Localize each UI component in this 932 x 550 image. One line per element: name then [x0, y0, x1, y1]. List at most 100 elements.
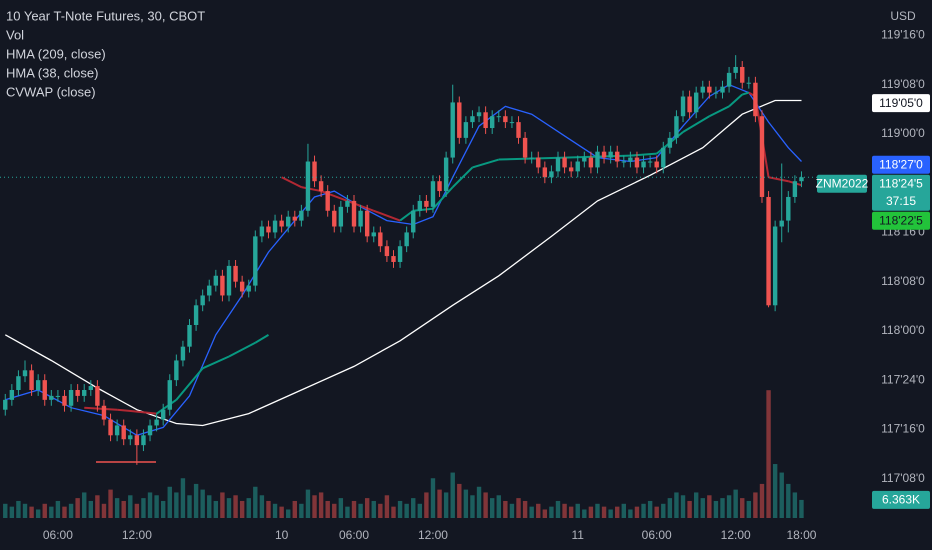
candle-body	[457, 102, 462, 138]
price-label-box	[872, 94, 930, 113]
candle-body	[772, 226, 778, 306]
price-label: 118'27'0	[879, 157, 923, 171]
candle-body	[147, 425, 153, 436]
candle-body	[286, 216, 291, 227]
candle-body	[345, 200, 350, 207]
volume-bar	[29, 506, 34, 518]
indicator-segment	[117, 408, 157, 415]
candle-body	[364, 210, 370, 237]
volume-bar	[489, 498, 495, 518]
y-tick-label: 119'16'0	[881, 28, 925, 42]
volume-label: 6.363K	[882, 493, 920, 507]
volume-bar	[753, 492, 758, 518]
volume-bar	[358, 503, 363, 518]
indicator-segment	[741, 91, 750, 96]
volume-bar	[332, 503, 337, 518]
volume-bar	[364, 498, 370, 518]
candle-body	[476, 112, 482, 117]
volume-bar	[746, 500, 752, 518]
volume-bar	[121, 500, 126, 518]
candle-body	[470, 116, 475, 123]
candle-body	[82, 390, 87, 396]
volume-bar	[213, 500, 219, 518]
indicator-segment	[156, 399, 177, 415]
candle-body	[154, 419, 159, 426]
candle-body	[226, 265, 232, 296]
volume-bar	[615, 506, 620, 518]
candle-body	[680, 96, 686, 117]
candle-body	[384, 246, 390, 257]
volume-bar	[654, 506, 659, 518]
volume-bar	[325, 500, 330, 518]
candle-body	[246, 285, 251, 292]
volume-bar	[397, 500, 403, 518]
candle-body	[417, 200, 423, 211]
candle-body	[108, 419, 113, 436]
candle-body	[450, 102, 455, 158]
candle-body	[628, 157, 633, 162]
volume-bar	[82, 492, 87, 518]
candle-body	[207, 285, 212, 296]
candle-body	[95, 386, 100, 406]
candle-body	[371, 232, 376, 237]
x-tick-label: 06:00	[339, 528, 369, 542]
volume-bar	[95, 495, 100, 518]
candle-body	[160, 409, 166, 420]
candle-body	[220, 275, 225, 296]
price-label-box	[872, 155, 930, 174]
candle-body	[437, 181, 442, 192]
candle-body	[3, 399, 8, 410]
candle-body	[779, 220, 784, 227]
volume-bar	[147, 492, 153, 518]
price-label: 118'24'5	[879, 176, 923, 190]
symbol-tag	[817, 174, 867, 193]
candle-body	[503, 116, 508, 123]
volume-bar	[680, 495, 686, 518]
candle-body	[16, 376, 21, 390]
candle-body	[759, 116, 765, 197]
x-tick-label: 10	[275, 528, 289, 542]
volume-bar	[384, 495, 390, 518]
volume-bar	[450, 472, 455, 518]
volume-bar	[542, 509, 548, 518]
volume-bar	[549, 506, 554, 518]
candle-body	[318, 181, 324, 192]
candle-body	[358, 210, 363, 227]
y-tick-label: 117'08'0	[881, 471, 925, 485]
indicator-segment	[228, 341, 256, 358]
volume-bar	[62, 506, 67, 518]
candle-body	[404, 232, 409, 247]
indicator-segment	[175, 367, 204, 401]
candle-body	[180, 346, 186, 361]
candle-body	[174, 360, 179, 381]
volume-bar	[299, 503, 304, 518]
candle-body	[713, 92, 719, 94]
candle-body	[536, 157, 541, 168]
volume-bar	[628, 509, 633, 518]
candle-body	[489, 116, 495, 129]
volume-bar	[154, 495, 159, 518]
candle-body	[496, 116, 501, 118]
volume-bar	[792, 492, 798, 518]
candle-body	[529, 157, 534, 159]
indicator-segment	[472, 158, 500, 169]
volume-bar	[779, 472, 784, 518]
candle-body	[707, 86, 712, 93]
volume-bar	[582, 509, 587, 518]
y-tick-label: 117'24'0	[881, 372, 925, 386]
candle-body	[253, 236, 258, 286]
volume-bar	[766, 390, 771, 518]
volume-bar	[16, 500, 21, 518]
indicator-line	[4, 99, 802, 427]
candle-body	[42, 380, 47, 400]
candle-body	[213, 275, 219, 286]
countdown: 37:15	[886, 194, 916, 208]
candle-body	[9, 390, 15, 400]
volume-label-box	[872, 490, 930, 509]
volume-bar	[588, 506, 594, 518]
volume-bar	[772, 464, 778, 518]
indicator-line	[5, 83, 802, 437]
volume-bar	[726, 495, 732, 518]
volume-bar	[503, 500, 508, 518]
